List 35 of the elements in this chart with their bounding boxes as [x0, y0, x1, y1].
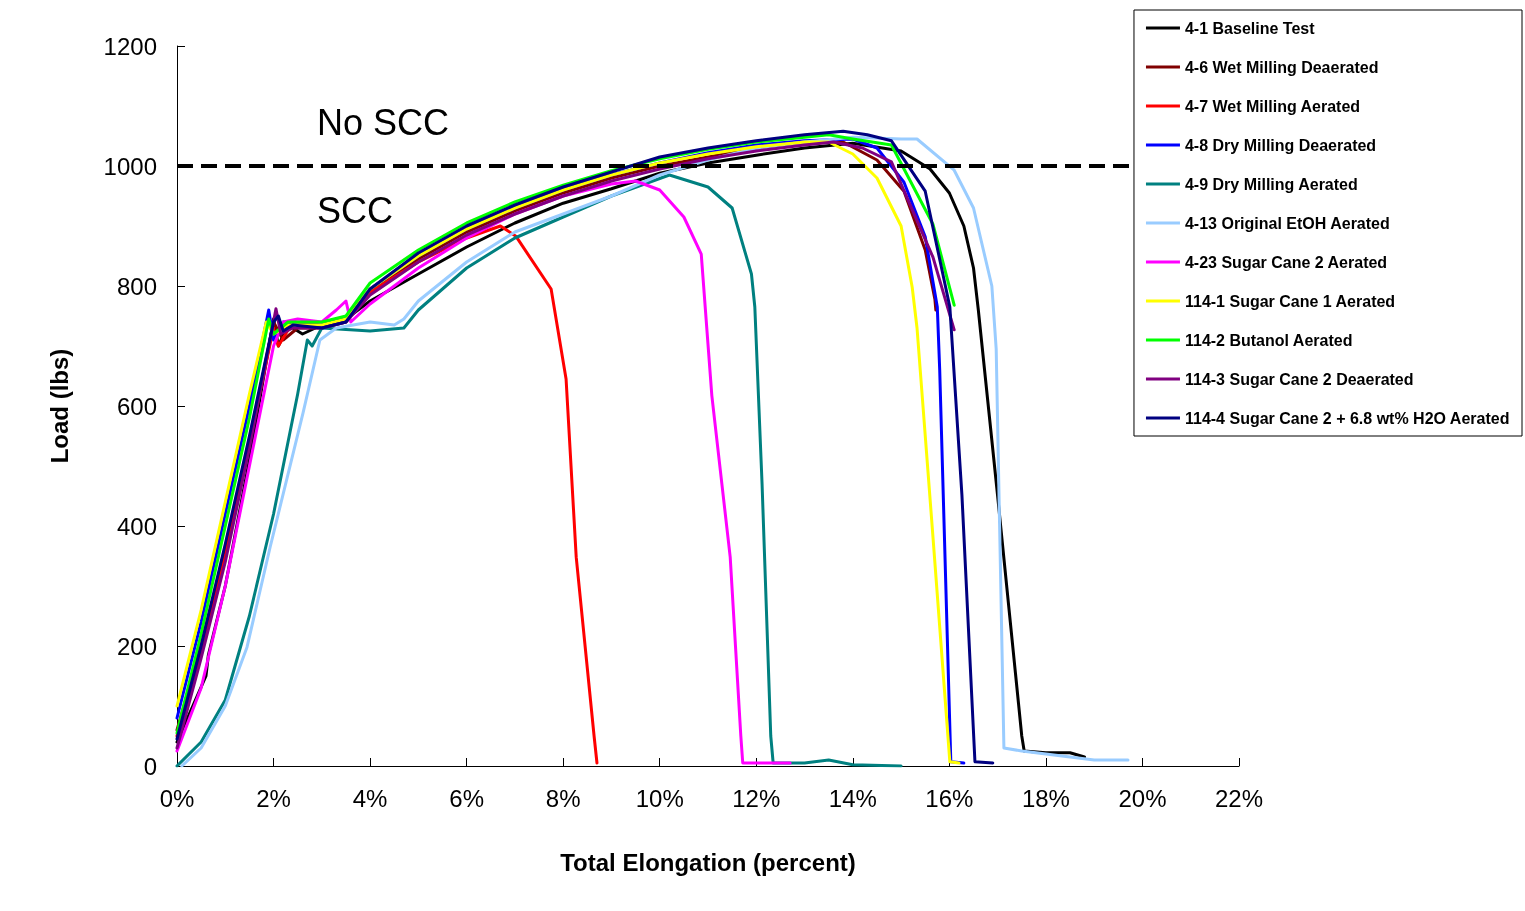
x-tick-label: 16%: [925, 784, 974, 812]
x-tick-label: 14%: [828, 784, 877, 812]
y-tick-label: 600: [116, 392, 157, 420]
x-tick-label: 2%: [256, 784, 291, 812]
legend-label: 4-13 Original EtOH Aerated: [1184, 214, 1390, 232]
legend-label: 4-9 Dry Milling Aerated: [1184, 175, 1358, 193]
line-series: [175, 179, 792, 765]
legend-label: 114-2 Butanol Aerated: [1184, 331, 1353, 349]
legend-label: 4-23 Sugar Cane 2 Aerated: [1184, 253, 1388, 271]
x-tick-label: 12%: [732, 784, 781, 812]
y-tick-label: 200: [116, 632, 157, 660]
x-tick-label: 6%: [449, 784, 484, 812]
y-axis-title: Load (lbs): [45, 348, 73, 464]
y-tick-label: 1000: [103, 152, 157, 180]
legend-label: 4-8 Dry Milling Deaerated: [1184, 136, 1377, 154]
x-tick-label: 8%: [545, 784, 581, 812]
annotation: SCC: [317, 189, 394, 231]
legend-label: 114-1 Sugar Cane 1 Aerated: [1184, 292, 1396, 310]
legend-label: 4-6 Wet Milling Deaerated: [1184, 58, 1379, 76]
y-tick-label: 1200: [103, 32, 157, 60]
legend-label: 114-4 Sugar Cane 2 + 6.8 wt% H2O Aerated: [1184, 409, 1510, 427]
y-tick-label: 800: [116, 272, 157, 300]
x-tick-label: 0%: [159, 784, 195, 812]
x-tick-label: 18%: [1021, 784, 1070, 812]
x-tick-label: 22%: [1214, 784, 1264, 812]
x-tick-label: 4%: [352, 784, 388, 812]
y-tick-label: 0: [143, 752, 157, 780]
x-axis-title: Total Elongation (percent): [560, 848, 856, 876]
y-tick-label: 400: [116, 512, 157, 540]
legend-label: 114-3 Sugar Cane 2 Deaerated: [1184, 370, 1414, 388]
legend-label: 4-7 Wet Milling Aerated: [1184, 97, 1361, 115]
annotation: No SCC: [317, 101, 450, 143]
x-tick-label: 20%: [1118, 784, 1167, 812]
x-tick-label: 10%: [635, 784, 684, 812]
legend-label: 4-1 Baseline Test: [1184, 19, 1316, 37]
